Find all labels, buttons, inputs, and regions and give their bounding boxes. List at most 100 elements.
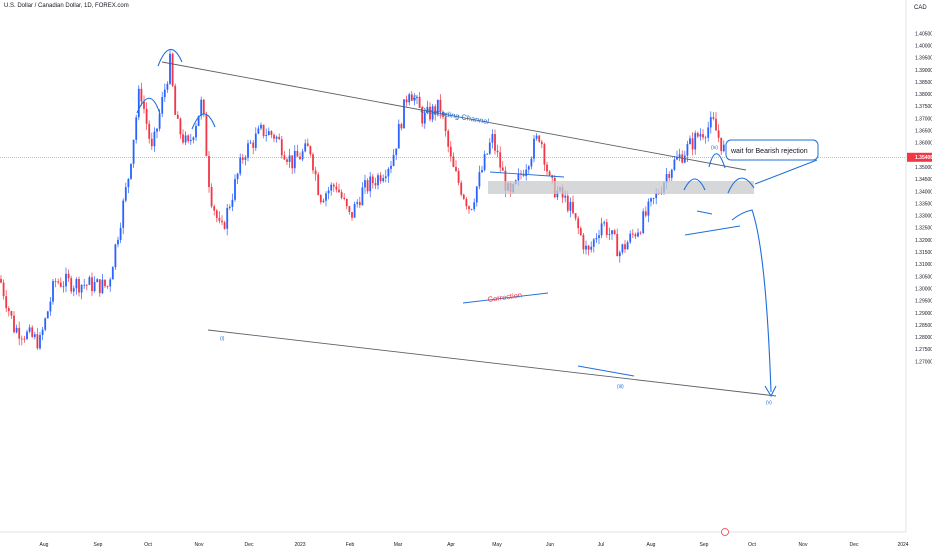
candle-body xyxy=(668,174,671,178)
price-axis-tick: 1.30500 xyxy=(915,274,932,280)
candle-body xyxy=(132,139,135,164)
price-axis-tick: 1.39000 xyxy=(915,68,932,74)
candle-body xyxy=(299,156,301,160)
candle-body xyxy=(468,206,470,210)
time-axis-tick: Apr xyxy=(447,542,455,548)
candle-body xyxy=(574,213,577,219)
candle-body xyxy=(286,159,288,162)
candle-body xyxy=(145,108,148,124)
candle-body xyxy=(221,220,223,223)
price-axis-tick: 1.30000 xyxy=(915,286,932,292)
candle-body xyxy=(527,166,530,170)
time-axis-tick: Sep xyxy=(700,542,709,548)
time-axis-tick: Nov xyxy=(799,542,808,548)
candle-body xyxy=(215,210,218,218)
price-axis-tick: 1.31000 xyxy=(915,262,932,268)
candle-body xyxy=(309,146,312,155)
candle-body xyxy=(343,197,346,199)
candle-body xyxy=(345,198,348,207)
candle-body xyxy=(179,118,182,135)
candle-body xyxy=(288,155,291,162)
candle-body xyxy=(41,329,44,336)
candle-body xyxy=(244,157,247,160)
candle-body xyxy=(57,281,60,283)
candle-body xyxy=(226,207,229,229)
candle-body xyxy=(2,282,5,297)
top-arc-1 xyxy=(157,48,183,67)
candle-body xyxy=(533,138,535,159)
currency-label: CAD xyxy=(914,5,927,11)
candle-body xyxy=(301,151,304,160)
candle-body xyxy=(80,284,83,293)
candle-body xyxy=(231,199,234,207)
wave-iii-low-line xyxy=(577,365,635,377)
candle-body xyxy=(135,117,138,140)
candle-body xyxy=(234,179,236,200)
candle-body xyxy=(98,279,101,294)
earnings-marker-icon xyxy=(721,528,729,536)
callout-pointer xyxy=(754,159,818,185)
candle-body xyxy=(0,278,2,283)
price-axis-tick: 1.38000 xyxy=(915,92,932,98)
candle-body xyxy=(260,124,262,129)
candle-body xyxy=(590,246,593,250)
candle-body xyxy=(694,133,697,150)
candle-body xyxy=(314,170,317,175)
candle-body xyxy=(143,101,145,109)
candle-body xyxy=(504,170,507,191)
candle-body xyxy=(83,284,86,286)
candle-body xyxy=(473,202,476,210)
time-axis-tick: Aug xyxy=(40,542,49,548)
candle-body xyxy=(605,222,608,236)
candle-body xyxy=(400,123,403,129)
top-arc-2 xyxy=(136,97,161,115)
channel-label: Descending Channel xyxy=(420,105,490,126)
candle-body xyxy=(174,85,177,115)
range-top-line xyxy=(489,171,565,178)
candle-body xyxy=(600,223,603,236)
candle-body xyxy=(52,281,54,302)
price-axis-tick: 1.38500 xyxy=(915,80,932,86)
price-axis-tick: 1.36500 xyxy=(915,129,932,135)
candle-body xyxy=(678,154,681,157)
candle-body xyxy=(85,284,88,286)
candle-body xyxy=(585,245,587,250)
time-axis-tick: Sep xyxy=(94,542,103,548)
candle-body xyxy=(208,156,210,188)
candle-body xyxy=(72,288,75,292)
channel-upper-line xyxy=(161,61,747,171)
candle-body xyxy=(163,89,166,98)
candle-body xyxy=(494,134,496,151)
candle-body xyxy=(182,134,184,143)
candle-body xyxy=(613,230,616,235)
candle-body xyxy=(496,150,499,153)
time-axis-tick: Nov xyxy=(195,542,204,548)
candle-body xyxy=(304,143,307,152)
candles xyxy=(0,49,728,350)
candle-body xyxy=(353,203,356,218)
candle-body xyxy=(148,123,151,139)
current-price-label: 1.35406 xyxy=(915,155,932,161)
candle-body xyxy=(483,154,486,170)
candle-body xyxy=(540,141,543,145)
candle-body xyxy=(486,153,489,155)
candle-body xyxy=(364,180,366,188)
candle-body xyxy=(153,131,156,147)
candle-body xyxy=(158,113,161,129)
candle-body xyxy=(223,222,226,229)
candle-body xyxy=(707,127,710,138)
candle-body xyxy=(374,183,377,186)
price-axis-tick: 1.33500 xyxy=(915,201,932,207)
candle-body xyxy=(218,217,221,221)
candle-body xyxy=(665,174,668,183)
candle-body xyxy=(543,144,546,165)
candle-body xyxy=(239,157,242,174)
candle-body xyxy=(611,230,613,235)
candle-body xyxy=(262,124,265,136)
candle-body xyxy=(101,279,104,294)
candle-body xyxy=(187,135,190,142)
candle-body xyxy=(124,187,127,201)
candle-body xyxy=(431,106,434,120)
